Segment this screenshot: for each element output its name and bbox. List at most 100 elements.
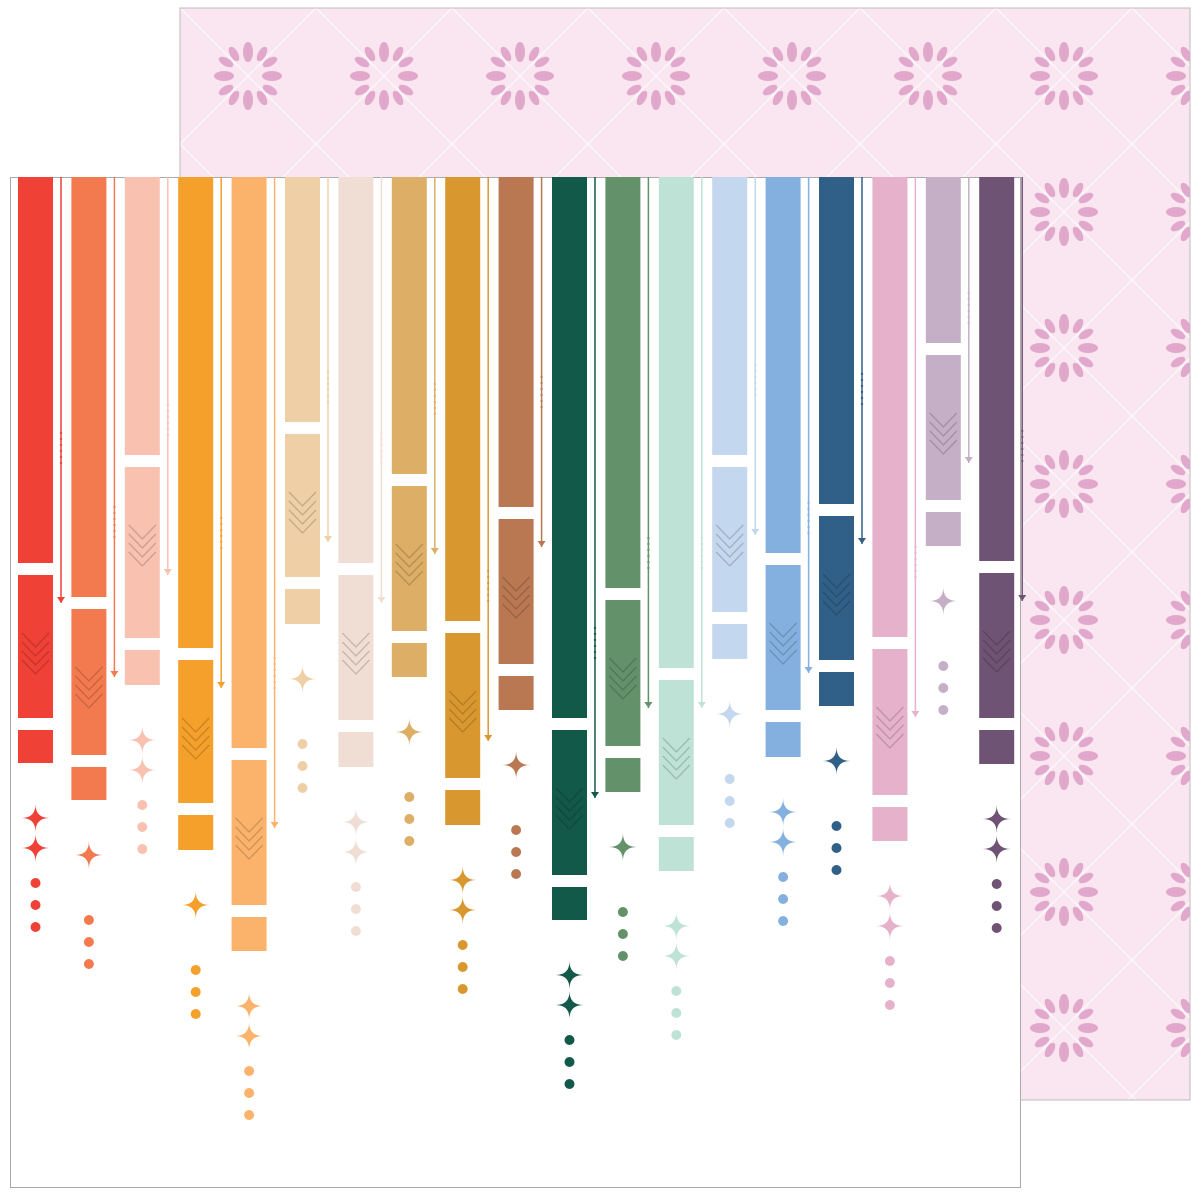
dotted-mark (380, 431, 383, 435)
stripe-segment (18, 575, 53, 718)
stripes (18, 177, 1027, 1120)
chevron (288, 509, 317, 525)
dot (671, 1030, 682, 1040)
star (875, 912, 904, 940)
dot (564, 1079, 575, 1089)
stripe-segment (178, 660, 214, 803)
chevron (74, 675, 103, 691)
dotted-mark (967, 315, 970, 319)
dot (831, 821, 842, 831)
dotted-mark (1021, 435, 1024, 439)
star (662, 912, 691, 940)
chevron (341, 641, 370, 657)
star (822, 747, 851, 775)
stripe-segment (658, 837, 694, 871)
chevron (875, 715, 904, 731)
dot (190, 965, 201, 975)
dotted-mark (59, 461, 63, 465)
dotted-mark (700, 542, 703, 546)
stripe-segment (712, 624, 748, 659)
dotted-mark (540, 399, 543, 403)
dotted-mark (1021, 447, 1024, 451)
dotted-mark (967, 291, 970, 295)
chevron (662, 737, 691, 753)
chevron (181, 726, 210, 742)
dotted-mark (113, 523, 116, 527)
chevron (822, 591, 851, 607)
arrow-head (217, 682, 226, 688)
dotted-mark (593, 644, 597, 648)
chevron (395, 552, 424, 568)
dot (938, 661, 949, 671)
chevron (555, 787, 584, 803)
chevron (395, 543, 424, 559)
dotted-mark (754, 381, 757, 385)
chevron (341, 632, 370, 648)
star (982, 835, 1011, 863)
chevron (769, 631, 798, 647)
chevron (982, 657, 1011, 673)
chevron (715, 524, 744, 540)
arrow-head (270, 822, 279, 828)
dotted-mark (1021, 459, 1024, 463)
dotted-mark (59, 431, 63, 435)
dot (30, 878, 41, 888)
dotted-mark (967, 321, 970, 325)
chevron (822, 573, 851, 589)
dotted-mark (807, 531, 810, 535)
arrow-head (697, 702, 706, 708)
stripe-segment (605, 600, 641, 746)
dotted-mark (220, 540, 223, 544)
arrow-head (964, 457, 973, 463)
stripe-segment (285, 589, 320, 624)
stripe-segment (552, 887, 587, 920)
dot (457, 962, 468, 972)
stripe-segment (445, 633, 481, 778)
dot (137, 800, 148, 810)
stripe-segment (979, 730, 1015, 764)
arrow-head (858, 538, 866, 544)
dotted-mark (914, 563, 917, 567)
star (21, 804, 50, 832)
dotted-mark (113, 511, 116, 515)
stripe-segment (338, 732, 374, 767)
star (929, 587, 958, 615)
chevron (21, 641, 50, 657)
stripe-segment (712, 177, 748, 455)
dotted-mark (113, 505, 116, 509)
chevron (715, 551, 744, 567)
stripe-segment (445, 177, 481, 621)
dotted-mark (326, 370, 330, 374)
chevron (235, 826, 264, 842)
dotted-mark (433, 394, 436, 398)
dot (404, 836, 415, 846)
dotted-mark (273, 680, 276, 684)
chevron (448, 690, 477, 706)
dot (511, 869, 522, 879)
dot (724, 796, 735, 806)
dot (778, 872, 789, 882)
dotted-mark (593, 632, 597, 636)
chevron (74, 684, 103, 700)
star (555, 961, 584, 989)
chevron (662, 755, 691, 771)
dotted-mark (807, 513, 810, 517)
stripe-segment (605, 758, 641, 792)
dotted-mark (754, 375, 757, 379)
chevron (875, 706, 904, 722)
chevron (769, 622, 798, 638)
star (181, 891, 210, 919)
chevron (555, 814, 584, 830)
dotted-mark (487, 593, 490, 597)
dotted-mark (166, 409, 169, 413)
chevron (21, 632, 50, 648)
dot (297, 761, 308, 771)
dotted-mark (433, 388, 436, 392)
stripe-segment (605, 177, 641, 588)
dot (30, 922, 41, 932)
dotted-mark (967, 303, 970, 307)
dotted-mark (433, 412, 436, 416)
chevron (555, 805, 584, 821)
dotted-mark (1021, 429, 1024, 433)
